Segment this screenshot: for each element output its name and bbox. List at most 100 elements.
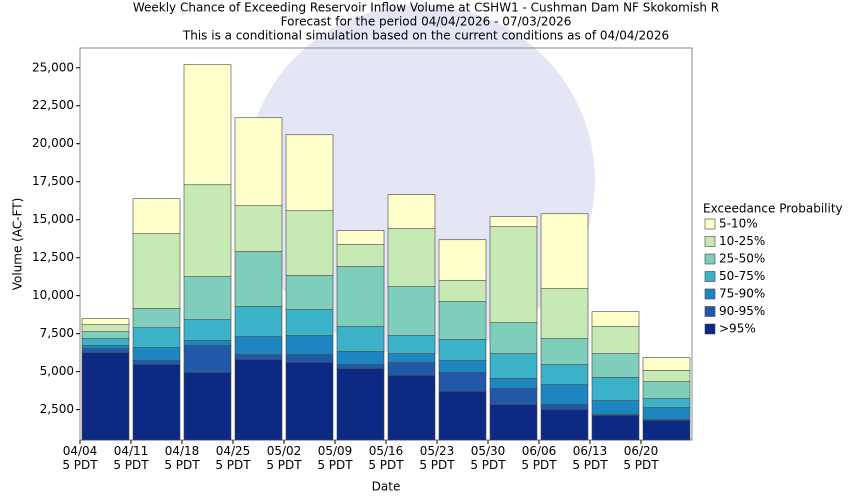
bar-segment	[234, 336, 283, 355]
bar-segment	[132, 360, 181, 365]
chart-subtitle: Forecast for the period 04/04/2026 - 07/…	[281, 15, 572, 29]
y-axis-label: Volume (AC-FT)	[11, 198, 25, 291]
bar-segment	[540, 404, 589, 410]
bar-segment	[183, 340, 232, 346]
legend-swatch	[704, 306, 716, 317]
bar-segment	[81, 345, 130, 349]
bar-segment	[540, 288, 589, 339]
bar-segment	[285, 210, 334, 276]
bar-segment	[438, 239, 487, 281]
bar-segment	[642, 370, 691, 382]
x-tick-label: 04/18 5 PDT	[164, 444, 200, 472]
bar-segment	[285, 134, 334, 212]
bar-segment	[81, 348, 130, 353]
bar-segment	[234, 251, 283, 307]
bar-segment	[438, 360, 487, 373]
bar-segment	[387, 286, 436, 336]
bar-segment	[285, 354, 334, 363]
x-tick-label: 04/11 5 PDT	[113, 444, 149, 472]
x-tick-label: 06/20 5 PDT	[623, 444, 659, 472]
y-tick-label: 2,500	[40, 402, 74, 416]
legend-label: 90-95%	[719, 304, 765, 318]
bar-segment	[132, 364, 181, 441]
x-tick-label: 05/02 5 PDT	[266, 444, 302, 472]
bar-segment	[234, 359, 283, 441]
bar-segment	[489, 388, 538, 405]
chart-title: Weekly Chance of Exceeding Reservoir Inf…	[133, 1, 719, 15]
bar-segment	[489, 322, 538, 354]
y-tick-label: 17,500	[32, 174, 74, 188]
bar-segment	[642, 407, 691, 420]
bar-segment	[591, 326, 640, 354]
y-tick-label: 15,000	[32, 212, 74, 226]
x-tick-label: 05/30 5 PDT	[470, 444, 506, 472]
bar-segment	[438, 301, 487, 340]
x-tick-label: 05/09 5 PDT	[317, 444, 353, 472]
bar-segment	[438, 280, 487, 302]
bar-segment	[285, 362, 334, 441]
bar-segment	[591, 353, 640, 378]
bar-segment	[642, 357, 691, 371]
y-tick-label: 10,000	[32, 288, 74, 302]
bar-segment	[540, 213, 589, 289]
bar-segment	[183, 276, 232, 320]
bar-segment	[489, 378, 538, 389]
bar-segment	[489, 353, 538, 379]
bar-segment	[591, 377, 640, 401]
bar-segment	[81, 338, 130, 346]
bar-segment	[183, 64, 232, 186]
bar-segment	[387, 362, 436, 376]
bar-segment	[183, 319, 232, 341]
bar-segment	[183, 345, 232, 373]
legend-label: 25-50%	[719, 252, 765, 266]
x-tick-label: 06/13 5 PDT	[572, 444, 608, 472]
bar-segment	[234, 117, 283, 207]
bar-segment	[336, 364, 385, 369]
bar-segment	[540, 384, 589, 405]
bar-segment	[81, 324, 130, 332]
y-tick-label: 7,500	[40, 326, 74, 340]
bar-segment	[387, 353, 436, 363]
bar-segment	[336, 244, 385, 267]
bar-segment	[540, 409, 589, 441]
bar-segment	[387, 335, 436, 354]
bar-segment	[234, 354, 283, 360]
bar-segment	[489, 404, 538, 441]
bar-segment	[642, 420, 691, 441]
legend-label: >95%	[719, 322, 756, 336]
bar-segment	[438, 372, 487, 392]
legend-label: 10-25%	[719, 234, 765, 248]
y-tick-label: 25,000	[32, 60, 74, 74]
x-tick-label: 04/04 5 PDT	[62, 444, 98, 472]
bar-segment	[489, 216, 538, 227]
bar-segment	[132, 327, 181, 348]
bar-segment	[336, 266, 385, 327]
bar-segment	[591, 415, 640, 441]
x-tick-label: 05/23 5 PDT	[419, 444, 455, 472]
legend-label: 5-10%	[719, 217, 758, 231]
bar-segment	[642, 381, 691, 399]
legend-label: 50-75%	[719, 269, 765, 283]
x-axis-label: Date	[372, 480, 401, 494]
y-tick-label: 22,500	[32, 98, 74, 112]
bar-segment	[387, 228, 436, 287]
bar-segment	[132, 198, 181, 234]
bar-segment	[285, 309, 334, 336]
legend-title: Exceedance Probability	[703, 202, 843, 216]
bar-segment	[642, 398, 691, 408]
bar-segment	[540, 364, 589, 385]
legend-swatch	[704, 253, 716, 265]
bar-segment	[387, 375, 436, 441]
bar-segment	[336, 230, 385, 245]
x-tick-label: 05/16 5 PDT	[368, 444, 404, 472]
legend-swatch	[704, 218, 716, 230]
y-tick-label: 5,000	[40, 364, 74, 378]
bar-segment	[234, 306, 283, 337]
bar-segment	[183, 184, 232, 277]
bar-segment	[234, 205, 283, 252]
bar-segment	[591, 400, 640, 415]
legend-swatch	[704, 236, 716, 247]
bar-segment	[540, 338, 589, 365]
bar-segment	[132, 308, 181, 329]
